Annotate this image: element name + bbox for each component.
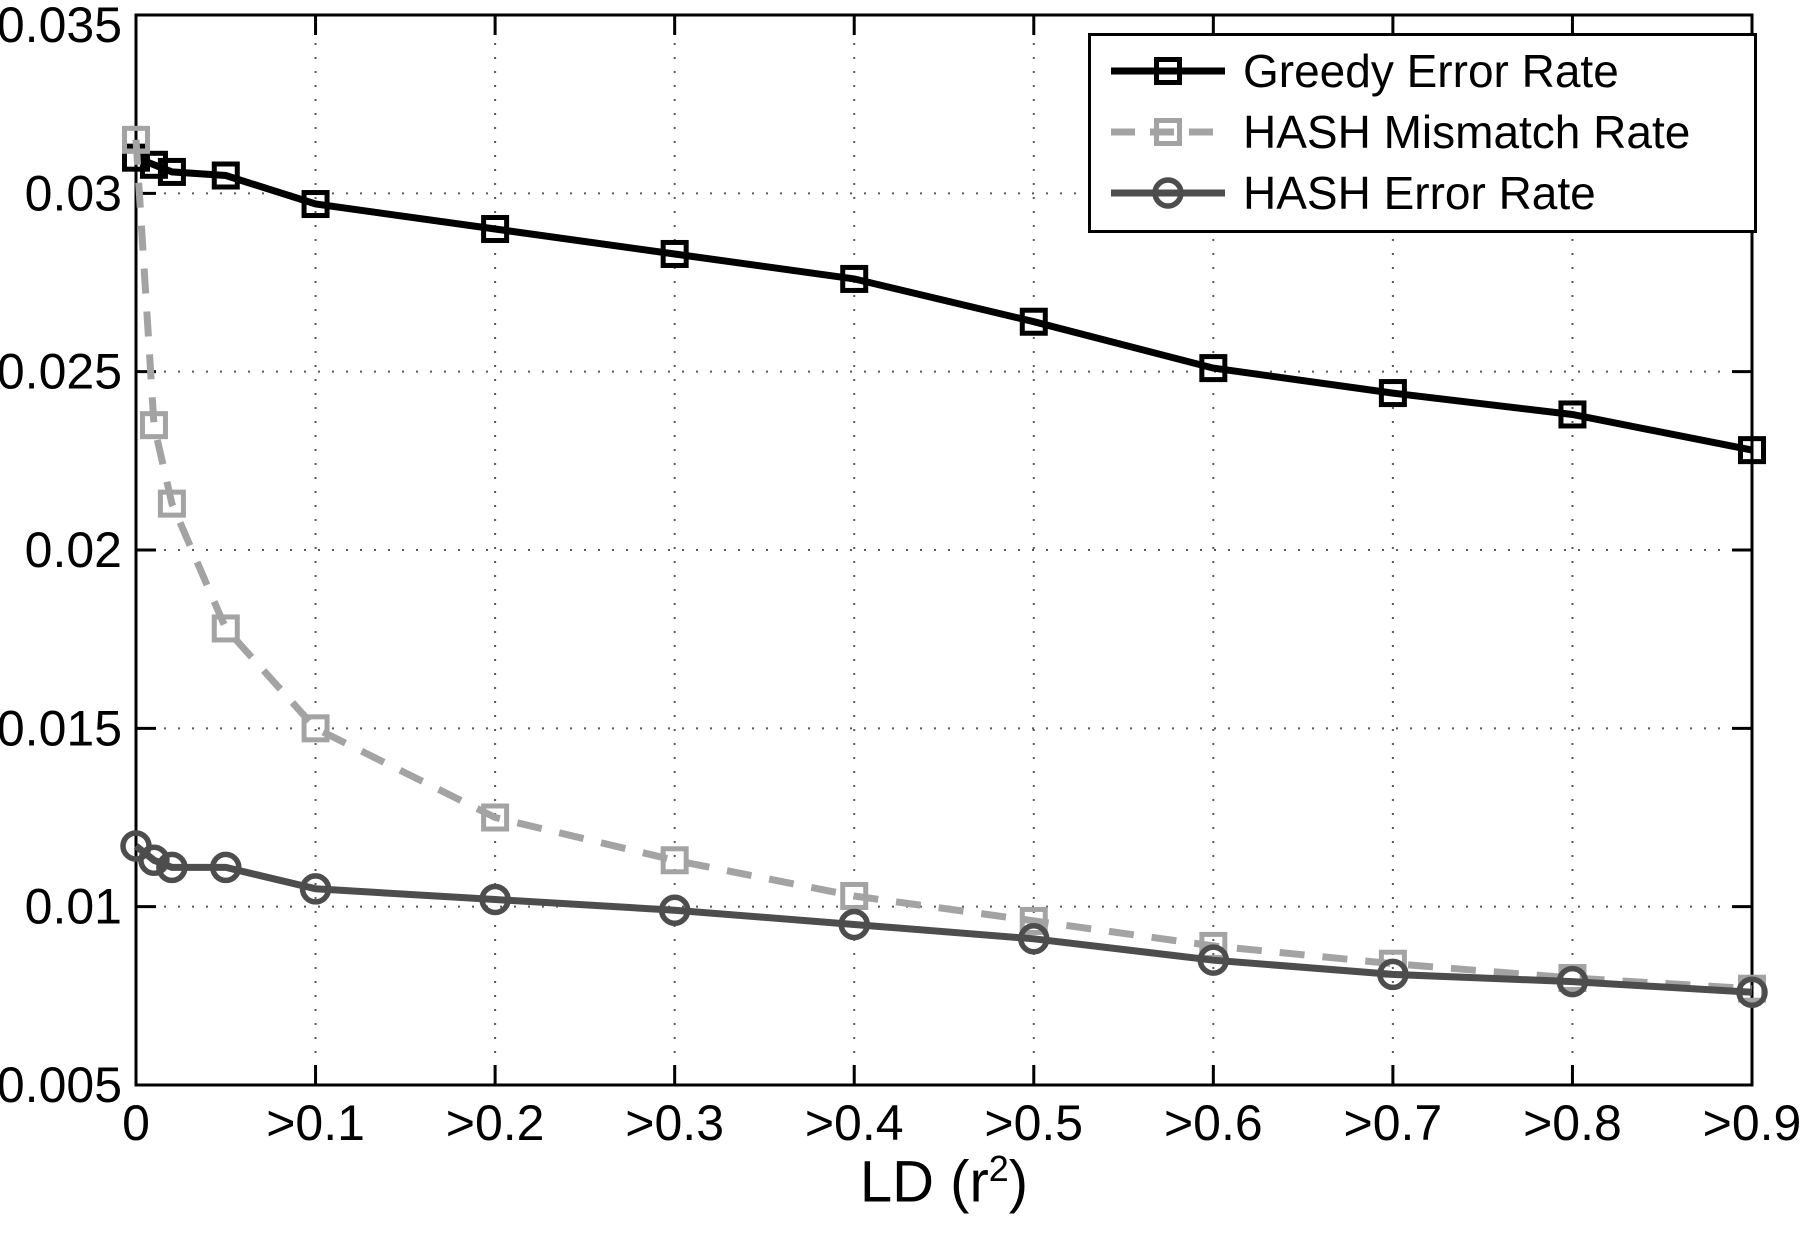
y-tick-label: 0.02 [25,522,122,578]
series-line-2 [133,843,1753,996]
marker-square-series-1 [1019,906,1048,935]
marker-circle-series-2 [210,851,242,884]
marker-square-series-0 [139,150,168,179]
marker-square-series-0 [660,239,689,268]
marker-circle-series-2 [479,883,511,916]
legend-item-greedy-error-rate: Greedy Error Rate [1107,42,1748,100]
marker-circle-series-2 [1736,976,1768,1009]
y-tick-label: 0.005 [0,1057,122,1113]
marker-circle-series-2 [1377,958,1409,991]
legend-label-hash-mismatch: HASH Mismatch Rate [1243,106,1691,158]
marker-circle-series-2 [1197,944,1230,976]
x-axis-label: LD (r2) [860,1148,1028,1215]
x-axis-label-close: ) [1008,1149,1029,1215]
x-tick-label: >0.3 [625,1095,724,1151]
marker-square-series-1 [301,714,330,743]
x-tick-label: >0.6 [1164,1095,1263,1151]
y-tick-label: 0.01 [25,879,122,935]
marker-circle-series-2 [1556,965,1589,998]
x-tick-label: >0.4 [805,1095,904,1151]
marker-square-series-1 [139,411,168,440]
marker-square-series-0 [1019,307,1048,336]
series-line-0 [134,154,1753,454]
series-line-1 [132,139,1753,993]
legend-label-greedy: Greedy Error Rate [1243,45,1619,97]
marker-square-series-1 [157,489,186,518]
x-tick-label: >0.8 [1523,1095,1622,1151]
legend-swatch-greedy [1111,57,1225,85]
marker-square-series-1 [122,125,150,154]
legend-item-hash-error-rate: HASH Error Rate [1107,164,1748,222]
x-axis-label-sup: 2 [988,1148,1009,1189]
y-tick-label: 0.035 [0,0,122,53]
legend-marker-circle [1152,177,1184,209]
marker-square-series-1 [481,803,510,832]
marker-square-series-0 [211,161,240,190]
marker-square-series-0 [840,264,869,293]
x-axis-label-text: LD (r [859,1149,989,1215]
marker-square-series-0 [1738,436,1766,465]
x-tick-label: >0.2 [446,1095,545,1151]
x-tick-label: >0.5 [984,1095,1083,1151]
y-tick-label: 0.025 [0,344,122,400]
x-tick-label: >0.1 [266,1095,365,1151]
y-tick-label: 0.03 [25,165,122,221]
marker-square-series-0 [1558,400,1587,429]
legend-marker-square [1154,57,1182,85]
marker-circle-series-2 [299,873,332,905]
legend-swatch-hash-error [1111,177,1225,209]
marker-circle-series-2 [658,894,691,926]
marker-square-series-0 [301,190,330,219]
legend-item-hash-mismatch-rate: HASH Mismatch Rate [1107,103,1748,161]
marker-square-series-0 [481,215,510,243]
marker-square-series-0 [1378,379,1407,408]
marker-circle-series-2 [156,851,188,884]
marker-square-series-0 [157,157,186,186]
marker-square-series-1 [840,881,869,910]
legend-swatch-hash-mismatch [1111,118,1225,146]
legend: Greedy Error Rate HASH Mismatch Rate HAS… [1088,33,1757,233]
x-tick-label: >0.9 [1703,1095,1800,1151]
x-tick-label: 0 [122,1095,150,1151]
marker-circle-series-2 [138,844,170,877]
legend-label-hash-error: HASH Error Rate [1243,167,1596,219]
marker-circle-series-2 [1018,923,1050,955]
marker-square-series-0 [1199,354,1228,383]
marker-circle-series-2 [838,908,870,941]
marker-square-series-1 [211,614,240,643]
marker-square-series-1 [660,846,689,875]
legend-marker-square [1154,118,1182,146]
x-tick-label: >0.7 [1344,1095,1443,1151]
y-tick-label: 0.015 [0,700,122,756]
